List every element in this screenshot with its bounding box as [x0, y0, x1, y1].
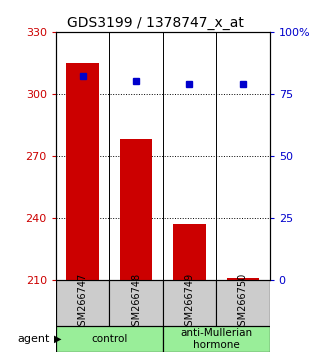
Bar: [56, 280, 109, 326]
Text: GSM266749: GSM266749: [184, 273, 194, 332]
Text: GSM266747: GSM266747: [78, 273, 87, 332]
Bar: [163, 280, 216, 326]
Bar: [56, 326, 163, 352]
Text: GSM266748: GSM266748: [131, 273, 141, 332]
Text: ▶: ▶: [54, 334, 62, 344]
Bar: [174, 224, 206, 280]
Text: anti-Mullerian
hormone: anti-Mullerian hormone: [180, 328, 252, 350]
Text: GDS3199 / 1378747_x_at: GDS3199 / 1378747_x_at: [67, 16, 243, 30]
Text: GSM266750: GSM266750: [238, 273, 248, 332]
Bar: [67, 63, 99, 280]
Bar: [163, 326, 270, 352]
Bar: [227, 278, 259, 280]
Bar: [216, 280, 270, 326]
Text: control: control: [91, 334, 127, 344]
Text: agent: agent: [17, 334, 50, 344]
Bar: [109, 280, 163, 326]
Bar: [120, 139, 152, 280]
